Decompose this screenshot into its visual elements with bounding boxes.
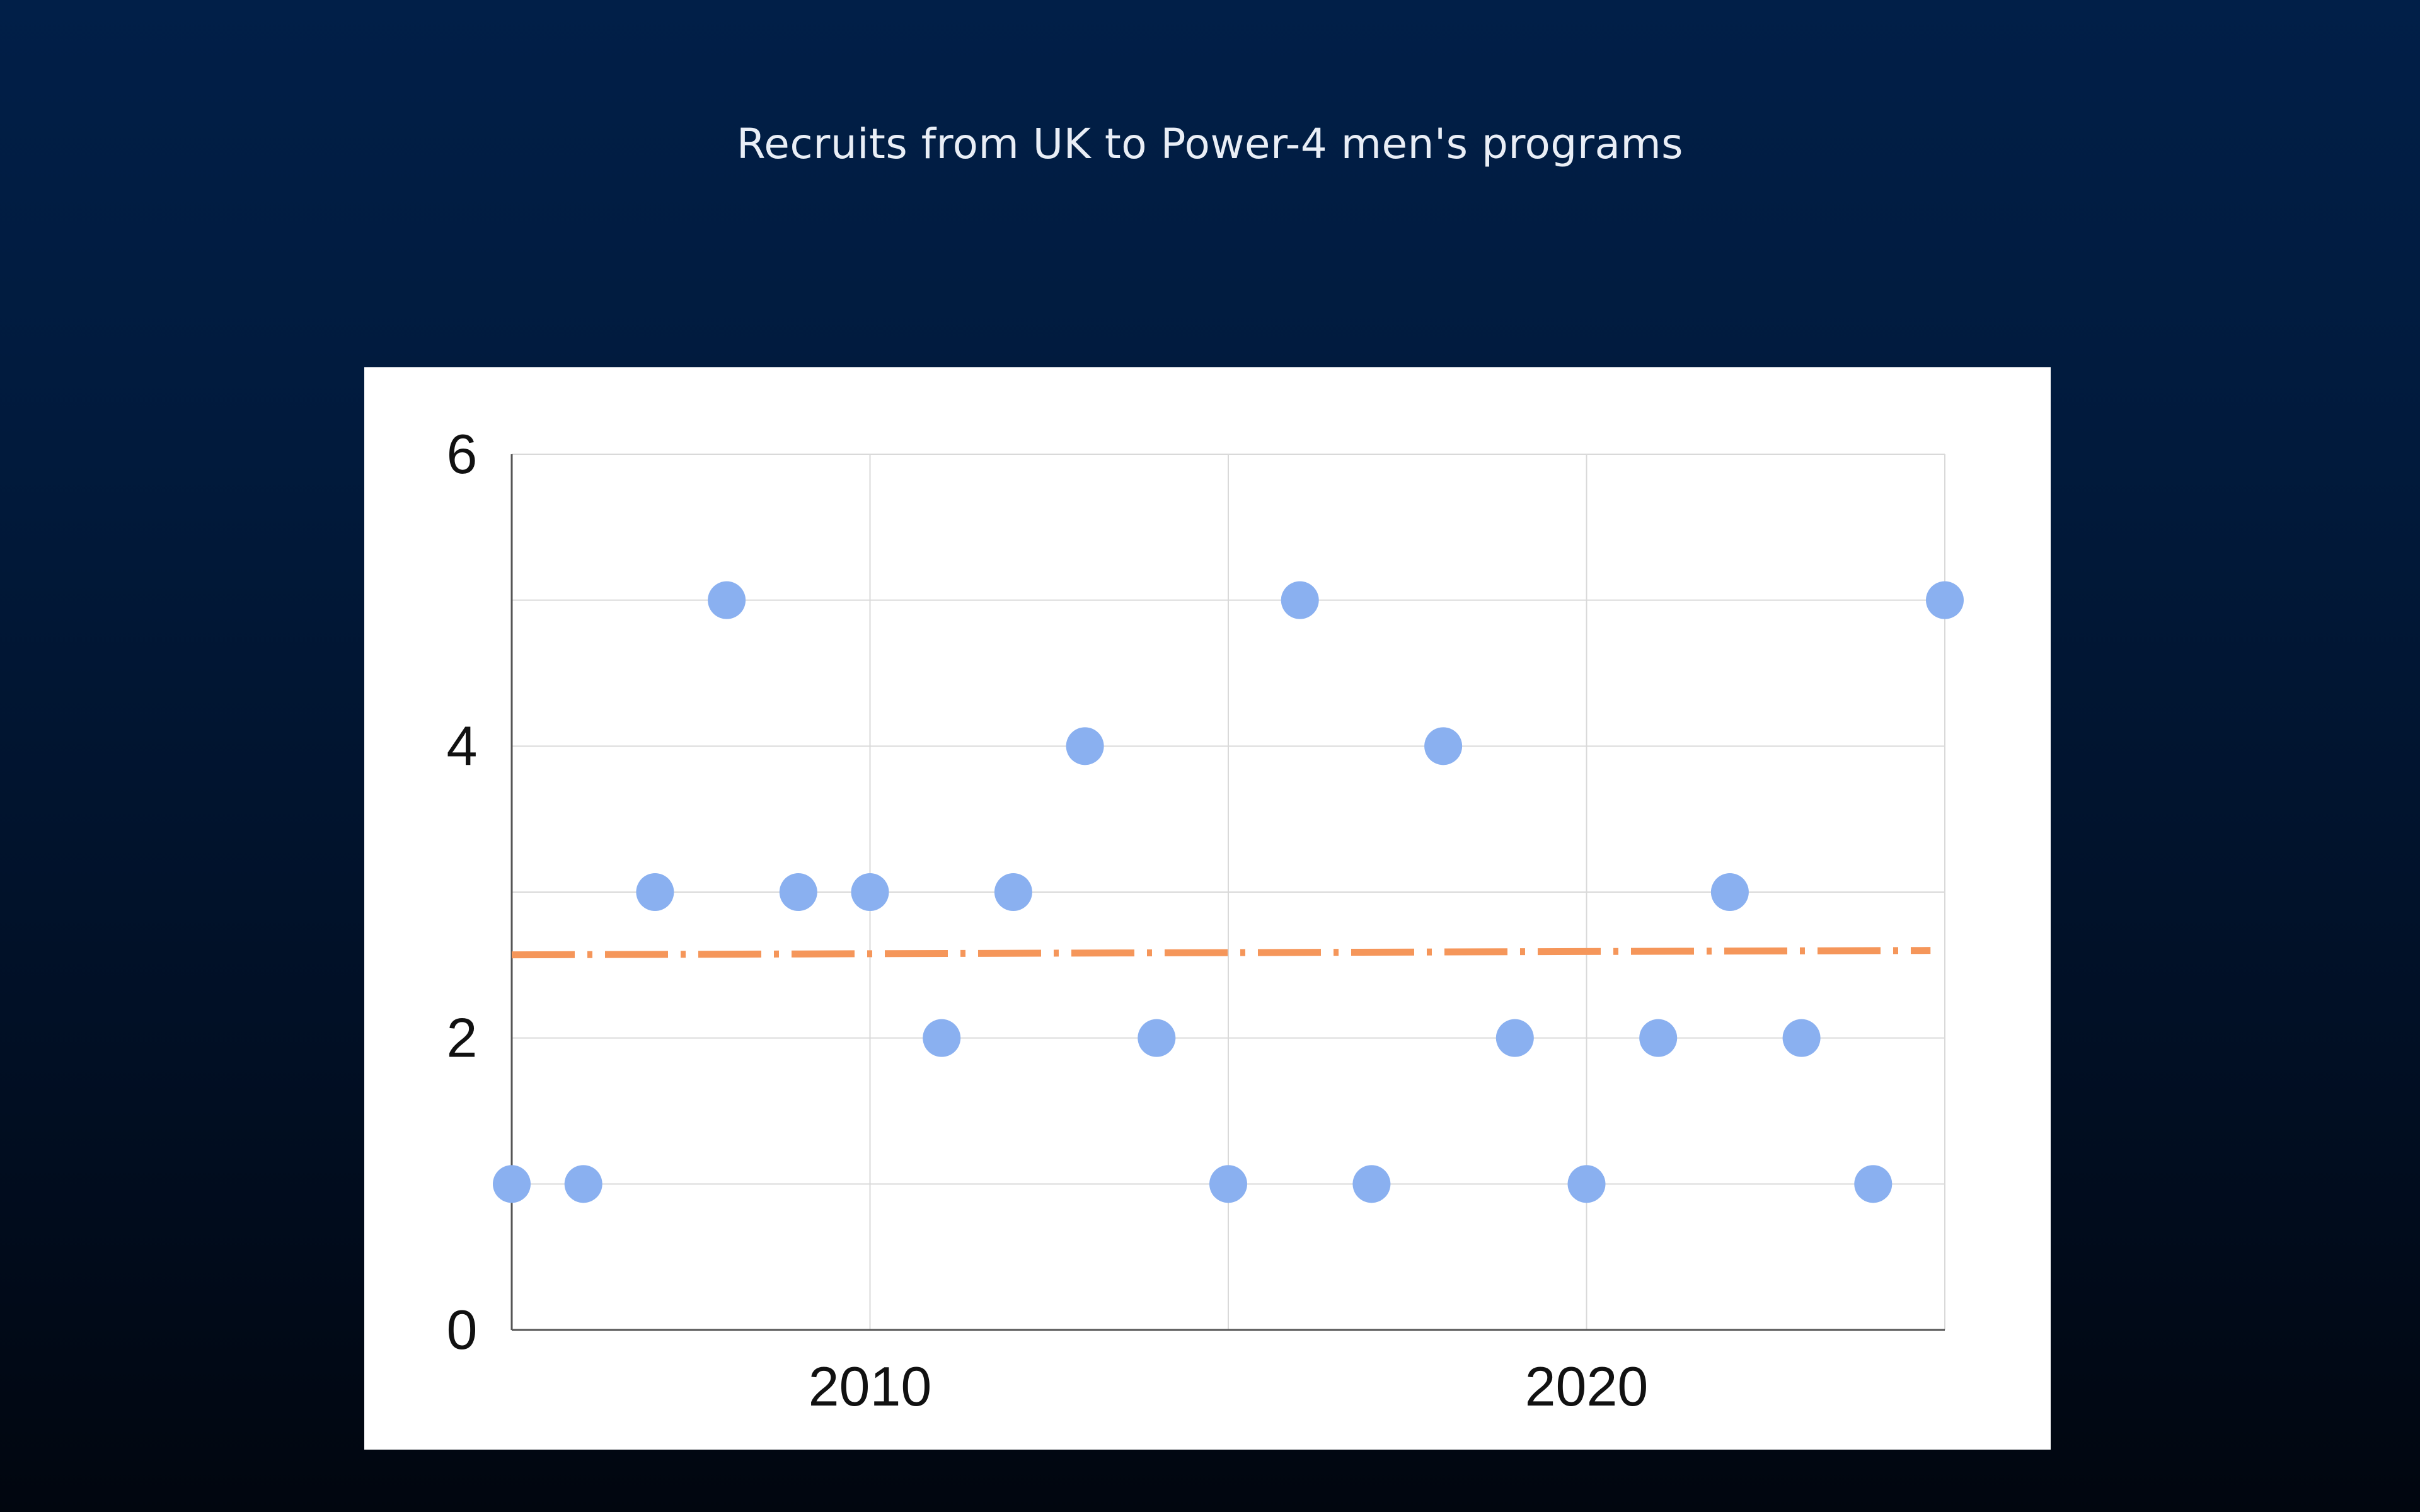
data-point [1854,1165,1893,1203]
y-tick-label: 0 [447,1298,478,1361]
data-point [636,873,674,911]
trend-line [511,947,1931,959]
data-point [1066,727,1104,765]
y-tick-label: 4 [447,714,478,777]
x-tick-label: 2020 [1525,1355,1649,1418]
data-point [1782,1019,1821,1057]
data-point [564,1165,602,1203]
point-layer [493,581,1964,1203]
data-point [994,873,1032,911]
data-point [1138,1019,1176,1057]
data-point [1639,1019,1678,1057]
data-point [1281,581,1319,619]
data-point [708,581,746,619]
scatter-chart: 0 2 4 6 2010 2020 [447,423,1964,1418]
label-layer: 0 2 4 6 2010 2020 [447,423,1649,1418]
y-tick-label: 6 [447,423,478,485]
trend-layer [511,947,1931,959]
data-point [1352,1165,1391,1203]
data-point [1710,873,1749,911]
x-tick-label: 2010 [809,1355,932,1418]
chart-panel: 0 2 4 6 2010 2020 [364,367,2051,1450]
data-point [493,1165,531,1203]
data-point [1567,1165,1606,1203]
data-point [851,873,889,911]
data-point [779,873,817,911]
data-point [1495,1019,1534,1057]
data-point [923,1019,961,1057]
data-point [1424,727,1463,765]
grid-layer [512,454,1945,1330]
data-point [1926,581,1964,619]
y-tick-label: 2 [447,1007,478,1069]
data-point [1209,1165,1247,1203]
chart-title: Recruits from UK to Power-4 men's progra… [736,120,1684,168]
